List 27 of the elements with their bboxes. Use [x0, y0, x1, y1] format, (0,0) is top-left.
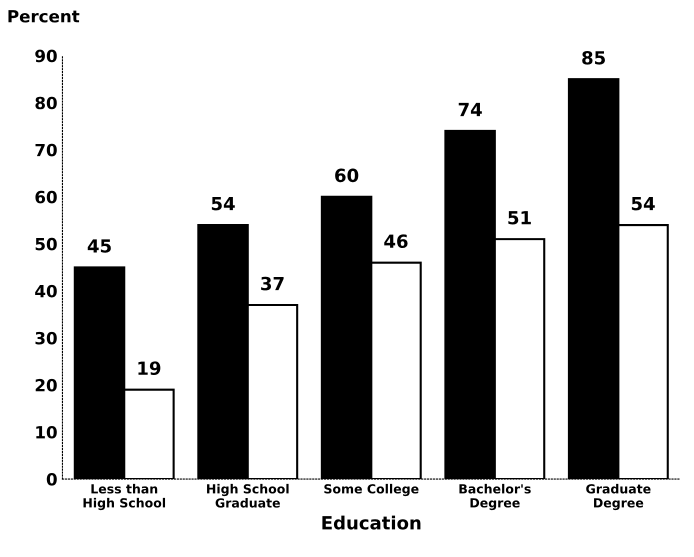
y-tick-label: 60: [35, 190, 57, 204]
y-tick-label: 20: [36, 378, 57, 392]
x-tick-label: Some College: [324, 484, 419, 496]
y-tick-label: 0: [46, 472, 57, 486]
data-label: 46: [384, 234, 408, 248]
y-tick-label: 50: [36, 238, 57, 250]
y-tick-label: 30: [36, 332, 57, 344]
x-tick-label: Less than High School: [84, 484, 166, 510]
data-label: 19: [138, 361, 160, 376]
x-tick-label: Bachelor's Degree: [459, 484, 531, 510]
y-axis-title: Percent: [8, 10, 80, 23]
data-label: 74: [458, 102, 482, 116]
data-label: 37: [261, 276, 284, 290]
data-label: 45: [88, 239, 111, 253]
data-label: 85: [582, 50, 605, 65]
x-axis-title: Education: [322, 516, 420, 530]
data-label: 51: [508, 211, 531, 225]
y-tick-label: 90: [35, 50, 57, 62]
y-tick-label: 80: [35, 96, 57, 110]
y-tick-label: 40: [35, 284, 57, 298]
x-tick-label: High School Graduate: [207, 484, 289, 508]
data-label: 60: [335, 168, 358, 182]
y-tick-label: 10: [36, 426, 57, 439]
data-label: 54: [632, 197, 655, 210]
x-tick-label: Graduate Degree: [586, 484, 651, 510]
data-label: 54: [212, 197, 235, 210]
y-tick-label: 70: [36, 144, 57, 156]
